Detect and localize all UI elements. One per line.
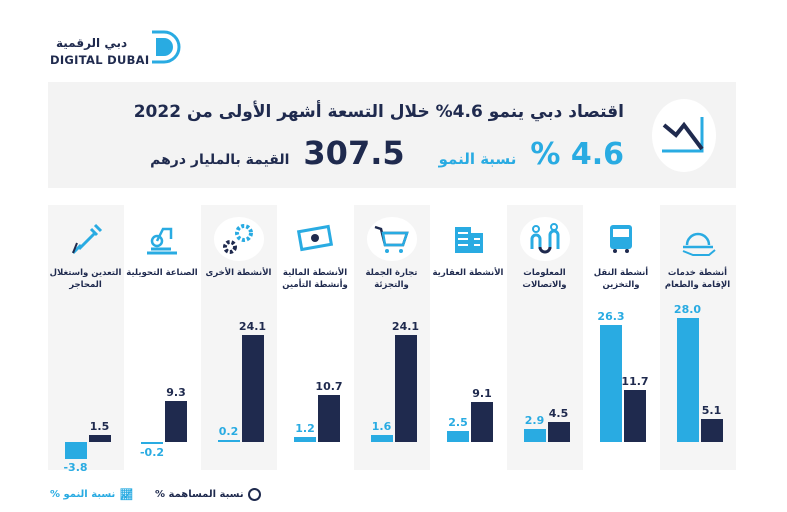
logo-d-icon	[152, 30, 181, 64]
headline: اقتصاد دبي ينمو 4.6% خلال التسعة أشهر ال…	[133, 102, 624, 122]
contribution-bar	[88, 435, 111, 442]
growth-value-label: 0.2	[218, 425, 239, 438]
growth-value: 4.6 %	[530, 137, 624, 172]
legend-contribution: نسبة المساهمة %	[155, 488, 261, 501]
contribution-bar	[700, 419, 723, 442]
logo-english: DIGITAL DUBAI	[50, 53, 150, 67]
contribution-bar	[624, 390, 646, 442]
legend-growth-label: نسبة النمو %	[50, 489, 116, 500]
growth-bar	[294, 436, 316, 442]
sector-column: المعلومات والاتصالات	[506, 205, 583, 470]
contribution-value-label: 9.1	[472, 386, 492, 400]
contribution-value-label: 4.5	[548, 407, 569, 421]
growth-value-label: -0.2	[139, 446, 165, 459]
growth-value-label: 2.9	[524, 414, 545, 428]
digital-dubai-logo: دبي الرقمية DIGITAL DUBAI	[48, 28, 183, 68]
category-label: الصناعة التحويلية	[126, 268, 198, 278]
legend-contribution-label: نسبة المساهمة %	[155, 489, 244, 500]
growth-value-label: 28.0	[673, 302, 702, 316]
logo-arabic: دبي الرقمية	[56, 36, 128, 50]
contribution-bar	[471, 401, 493, 442]
people-network-icon	[519, 217, 570, 261]
line-chart-icon: 📈︎	[119, 488, 134, 501]
growth-bar	[64, 442, 87, 459]
growth-value-label: 1.6	[371, 419, 392, 433]
category-label: أنشطة خدمات الإقامة والطعام	[664, 268, 731, 290]
growth-value-label: 1.2	[295, 421, 315, 435]
category-label: أنشطة النقل والتخزين	[593, 268, 649, 290]
growth-bar	[523, 429, 546, 442]
robot-arm-icon	[137, 217, 187, 261]
growth-bar	[676, 317, 699, 442]
drill-icon	[61, 217, 111, 261]
summary-header: اقتصاد دبي ينمو 4.6% خلال التسعة أشهر ال…	[48, 82, 736, 188]
contribution-value-label: 1.5	[89, 420, 110, 434]
building-icon	[443, 217, 493, 261]
category-label: تجارة الجملة والتجزئة	[365, 268, 418, 290]
declining-chart-icon	[652, 99, 716, 172]
gears-icon	[213, 217, 264, 261]
legend-growth: 📈︎ نسبة النمو %	[50, 488, 133, 501]
category-label: الأنشطة المالية وأنشطة التأمين	[282, 268, 348, 290]
sector-column: الأنشطة العقارية	[430, 205, 506, 470]
contribution-bar	[547, 422, 570, 442]
contribution-value-label: 9.3	[166, 385, 186, 399]
pie-icon	[247, 488, 261, 501]
contribution-value-label: 11.7	[621, 375, 649, 389]
contribution-bar	[318, 394, 340, 442]
growth-bar	[447, 430, 469, 442]
gdp-value: 307.5	[303, 134, 405, 172]
shopping-cart-icon	[366, 217, 417, 261]
sector-column: الصناعة التحويلية	[124, 205, 200, 470]
contribution-value-label: 24.1	[391, 320, 420, 334]
food-cloche-icon	[673, 217, 723, 261]
contribution-bar	[241, 335, 264, 442]
money-icon	[290, 217, 340, 261]
growth-value-label: 2.5	[448, 415, 468, 429]
growth-bar	[141, 442, 163, 444]
growth-value-label: 26.3	[597, 310, 625, 324]
category-label: الأنشطة العقارية	[432, 268, 504, 278]
growth-label: نسبة النمو	[438, 150, 517, 168]
category-label: الأنشطة الأخرى	[205, 268, 272, 278]
sector-column: تجارة الجملة والتجزئة	[353, 205, 430, 470]
contribution-value-label: 10.7	[315, 379, 343, 393]
growth-bar	[600, 325, 622, 442]
growth-bar	[370, 434, 393, 442]
gdp-value-label: القيمة بالمليار درهم	[150, 152, 290, 168]
sector-column: الأنشطة الأخرى	[200, 205, 277, 470]
sector-column: التعدين واستغلال المحاجر	[47, 205, 124, 470]
contribution-bar	[165, 400, 187, 442]
contribution-value-label: 5.1	[701, 404, 722, 418]
growth-bar	[217, 440, 240, 442]
bus-icon	[596, 217, 646, 261]
growth-value-label: -3.8	[63, 460, 88, 474]
contribution-bar	[394, 335, 417, 442]
contribution-value-label: 24.1	[238, 320, 267, 334]
category-label: التعدين واستغلال المحاجر	[49, 268, 122, 290]
sector-column: الأنشطة المالية وأنشطة التأمين	[277, 205, 353, 470]
sector-column: أنشطة النقل والتخزين	[583, 205, 659, 470]
category-label: المعلومات والاتصالات	[522, 268, 567, 290]
